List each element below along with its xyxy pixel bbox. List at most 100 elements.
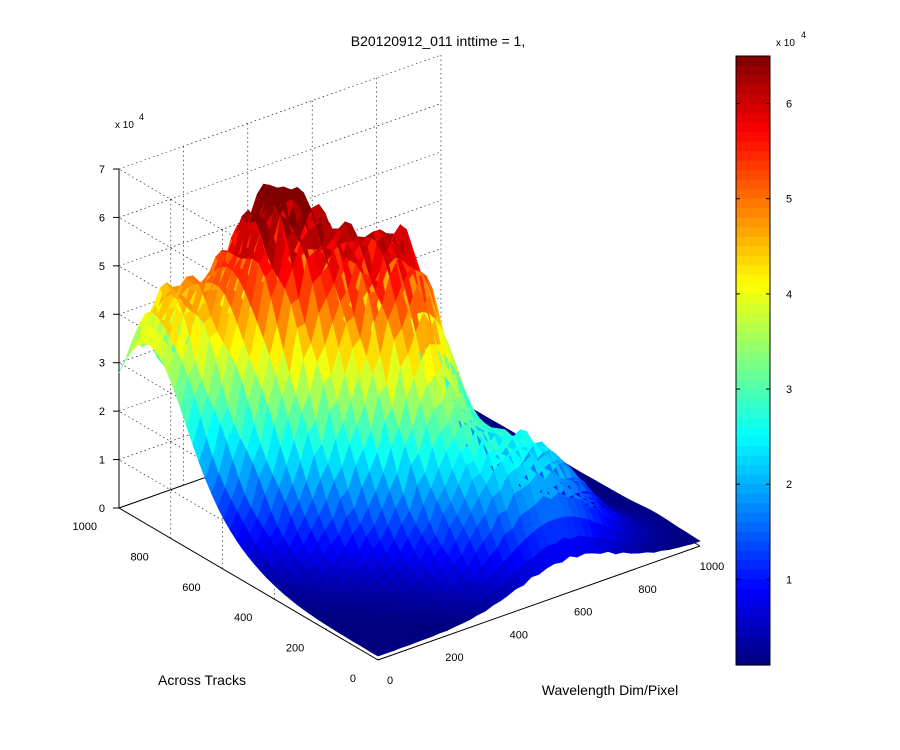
colorbar-segment (736, 151, 770, 162)
colorbar-segment (736, 607, 770, 619)
colorbar-segment (736, 160, 770, 171)
colorbar-segment (736, 588, 770, 599)
colorbar-segment (736, 274, 770, 285)
grid-line (118, 54, 442, 170)
colorbar-segment (736, 113, 770, 124)
y-tick-label: 800 (130, 551, 148, 563)
x-axis-label: Wavelength Dim/Pixel (542, 682, 678, 698)
colorbar-frame (735, 55, 771, 666)
colorbar-segment (736, 484, 770, 495)
colorbar-tick-label: 4 (786, 289, 792, 301)
colorbar-segment (736, 455, 770, 466)
colorbar-tick-label: 6 (786, 99, 792, 111)
colorbar-segment (736, 198, 770, 209)
colorbar-segment (736, 65, 770, 76)
colorbar-segment (736, 265, 770, 276)
axis-line (377, 545, 701, 661)
colorbar-segment (736, 189, 770, 200)
surface-plot (118, 183, 701, 657)
z-tick-labels: 0 1 2 3 4 5 6 7 (99, 164, 119, 515)
colorbar-segment (736, 541, 770, 552)
colorbar-segment (736, 331, 770, 343)
colorbar-segment (736, 236, 770, 247)
colorbar-segment (736, 465, 770, 476)
colorbar-exponent-power: 4 (801, 30, 806, 40)
x-tick-label: 800 (638, 584, 656, 596)
z-tick-label: 7 (99, 164, 105, 176)
z-tick-label: 0 (99, 503, 105, 515)
colorbar-segment (736, 512, 770, 523)
surface-patch (685, 536, 701, 545)
colorbar-segment (736, 417, 770, 428)
colorbar-segment (736, 560, 770, 571)
z-tick-label: 5 (99, 261, 105, 273)
colorbar-segment (736, 141, 770, 152)
colorbar-segment (736, 503, 770, 514)
colorbar-segment (736, 550, 770, 561)
z-tick-label: 2 (99, 406, 105, 418)
colorbar-tick-label: 1 (786, 574, 792, 586)
y-tick-label: 600 (182, 582, 200, 594)
x-tick-label: 1000 (700, 561, 724, 573)
z-tick-label: 3 (99, 358, 105, 370)
colorbar-segment (736, 179, 770, 190)
x-tick-label: 0 (387, 675, 393, 687)
grid-line (118, 151, 442, 267)
colorbar-segment (736, 379, 770, 390)
colorbar-segment (736, 493, 770, 504)
colorbar-segment (736, 579, 770, 590)
colorbar-segment (736, 427, 770, 438)
y-tick-label: 200 (286, 643, 304, 655)
x-tick-labels: 0 200 400 600 800 1000 (387, 561, 724, 687)
colorbar-tick-label: 2 (786, 479, 792, 491)
colorbar-segment (736, 598, 770, 609)
colorbar-segment (736, 84, 770, 95)
colorbar-segment (736, 531, 770, 542)
colorbar-segment (736, 474, 770, 485)
colorbar (735, 55, 771, 666)
y-tick-labels: 0 200 400 600 800 1000 (73, 521, 356, 685)
colorbar-segment (736, 103, 770, 114)
colorbar-segment (736, 626, 770, 638)
colorbar-tick-labels: 1 2 3 4 5 6 (736, 99, 792, 586)
colorbar-segment (736, 617, 770, 628)
colorbar-segment (736, 636, 770, 647)
colorbar-segment (736, 284, 770, 295)
colorbar-segment (736, 122, 770, 133)
colorbar-tick-label: 3 (786, 384, 792, 396)
colorbar-segment (736, 522, 770, 533)
grid-line (118, 200, 442, 315)
colorbar-segment (736, 408, 770, 419)
y-tick-label: 1000 (73, 521, 97, 533)
colorbar-segment (736, 255, 770, 266)
x-tick-label: 200 (445, 652, 463, 664)
colorbar-segment (736, 303, 770, 314)
colorbar-segment (736, 389, 770, 400)
z-exponent-power: 4 (139, 112, 144, 122)
colorbar-segment (736, 208, 770, 219)
y-axis-label: Across Tracks (158, 672, 246, 688)
colorbar-segment (736, 75, 770, 86)
colorbar-segment (736, 446, 770, 457)
colorbar-exponent: x 10 4 (776, 30, 806, 49)
colorbar-segment (736, 170, 770, 181)
colorbar-segment (736, 350, 770, 362)
chart-title: B20120912_011 inttime = 1, (351, 33, 526, 49)
colorbar-segment (736, 246, 770, 257)
colorbar-segment (736, 341, 770, 352)
colorbar-segment (736, 56, 770, 67)
colorbar-segment (736, 132, 770, 143)
colorbar-tick-label: 5 (786, 194, 792, 206)
z-exponent: x 10 4 (115, 112, 144, 131)
colorbar-exponent-label: x 10 (776, 38, 795, 49)
axis-line (118, 507, 379, 661)
colorbar-segment (736, 312, 770, 324)
colorbar-segment (736, 436, 770, 447)
colorbar-segment (736, 227, 770, 238)
z-exponent-label: x 10 (115, 120, 134, 131)
z-tick-label: 4 (99, 309, 105, 321)
y-tick-label: 0 (350, 673, 356, 685)
colorbar-segment (736, 398, 770, 409)
colorbar-segment (736, 217, 770, 228)
